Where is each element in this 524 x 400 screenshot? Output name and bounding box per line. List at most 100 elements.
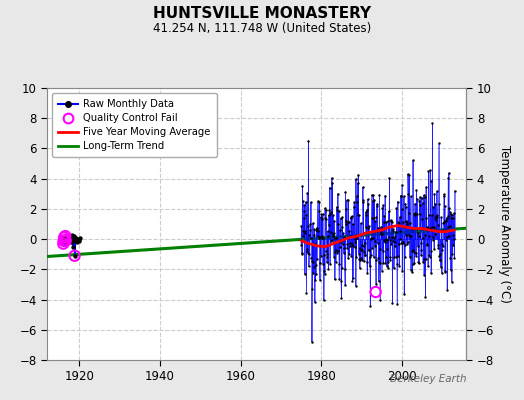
Point: [393, 300, 401, 307]
Point: [60, 238, 69, 244]
Point: [435, 253, 444, 260]
Point: [364, 201, 373, 207]
Point: [324, 233, 332, 239]
Point: [69, 238, 78, 244]
Point: [443, 234, 451, 240]
Point: [382, 219, 390, 225]
Point: [389, 238, 398, 244]
Point: [383, 237, 391, 244]
Point: [362, 209, 370, 215]
Point: [383, 263, 391, 270]
Point: [367, 235, 376, 241]
Point: [423, 240, 432, 247]
Point: [322, 207, 330, 213]
Point: [321, 214, 330, 221]
Point: [435, 200, 443, 207]
Point: [390, 265, 398, 271]
Point: [322, 248, 331, 254]
Point: [431, 215, 439, 221]
Point: [337, 294, 346, 301]
Point: [398, 239, 407, 246]
Point: [313, 198, 322, 204]
Point: [65, 236, 73, 242]
Point: [67, 234, 75, 241]
Point: [358, 242, 366, 248]
Point: [325, 184, 334, 191]
Point: [444, 175, 452, 182]
Point: [60, 234, 68, 241]
Point: [297, 242, 305, 248]
Point: [438, 243, 446, 250]
Point: [347, 215, 355, 222]
Point: [392, 254, 400, 260]
Point: [376, 246, 384, 253]
Point: [316, 252, 325, 259]
Point: [419, 200, 427, 206]
Point: [425, 254, 434, 260]
Point: [439, 219, 447, 225]
Point: [406, 220, 414, 226]
Point: [297, 223, 305, 229]
Point: [369, 192, 377, 198]
Point: [346, 243, 354, 250]
Point: [340, 234, 348, 240]
Point: [408, 260, 417, 267]
Point: [402, 221, 411, 227]
Point: [403, 171, 412, 177]
Point: [300, 208, 309, 215]
Point: [61, 233, 70, 239]
Point: [394, 253, 402, 259]
Point: [429, 204, 438, 210]
Point: [401, 200, 409, 207]
Point: [314, 235, 323, 242]
Point: [330, 218, 338, 224]
Point: [364, 196, 372, 202]
Point: [429, 237, 438, 243]
Point: [365, 263, 374, 270]
Point: [391, 233, 399, 239]
Point: [425, 252, 433, 258]
Point: [432, 217, 440, 224]
Point: [436, 251, 445, 257]
Point: [337, 278, 345, 284]
Point: [403, 240, 411, 247]
Point: [355, 212, 363, 219]
Point: [441, 268, 450, 275]
Point: [433, 188, 441, 195]
Point: [449, 242, 457, 248]
Point: [361, 251, 369, 258]
Point: [329, 233, 337, 239]
Point: [308, 258, 316, 265]
Point: [374, 225, 382, 231]
Point: [445, 222, 454, 229]
Point: [402, 218, 410, 224]
Point: [414, 259, 422, 265]
Point: [388, 234, 396, 240]
Point: [345, 250, 353, 257]
Point: [420, 256, 429, 262]
Point: [371, 243, 379, 250]
Point: [407, 232, 416, 239]
Point: [443, 287, 451, 293]
Point: [302, 290, 311, 296]
Point: [401, 204, 410, 210]
Point: [439, 227, 447, 234]
Point: [335, 244, 344, 251]
Point: [394, 198, 402, 205]
Point: [416, 194, 424, 200]
Point: [436, 256, 444, 263]
Point: [341, 188, 350, 195]
Point: [298, 182, 307, 189]
Point: [359, 197, 367, 204]
Point: [343, 245, 351, 251]
Point: [432, 212, 440, 219]
Point: [380, 237, 388, 243]
Point: [444, 170, 453, 176]
Point: [321, 216, 330, 222]
Y-axis label: Temperature Anomaly (°C): Temperature Anomaly (°C): [498, 145, 511, 303]
Point: [415, 260, 423, 266]
Point: [419, 235, 428, 241]
Point: [405, 232, 413, 238]
Point: [378, 248, 387, 254]
Point: [423, 242, 431, 248]
